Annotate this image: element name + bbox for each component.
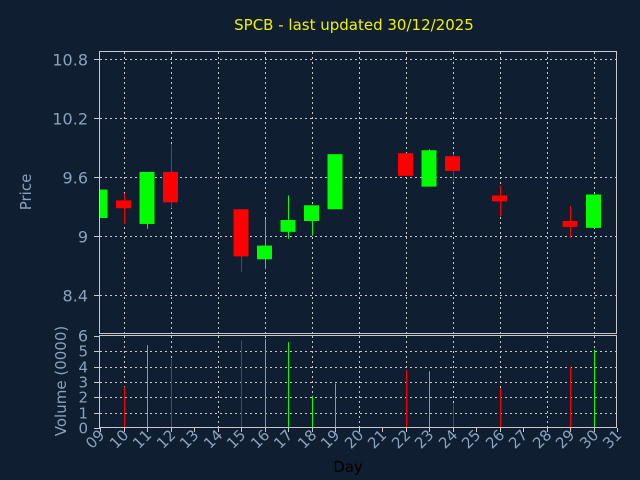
candle-body (139, 171, 155, 224)
candle-body (398, 153, 413, 176)
volume-tick-label: 0 (78, 420, 88, 438)
candle-body (586, 194, 601, 228)
candle-body (163, 171, 178, 203)
volume-axis-label: Volume (0000) (52, 326, 70, 436)
volume-tick-label: 4 (78, 359, 88, 377)
x-axis-label: Day (333, 458, 363, 476)
price-y-axis: 8.4 9 9.6 10.2 10.8 (52, 51, 100, 306)
chart-title: SPCB - last updated 30/12/2025 (234, 16, 474, 34)
price-tick-label: 10.2 (52, 110, 88, 129)
candle-body (100, 189, 108, 219)
volume-tick-label: 5 (78, 343, 88, 361)
candle-body (304, 205, 319, 222)
candle-body (492, 195, 507, 202)
volume-tick-label: 2 (78, 389, 88, 407)
candle-body (233, 209, 249, 257)
candle-body (421, 150, 437, 187)
price-plot-frame (99, 51, 617, 334)
candle-body (116, 200, 131, 209)
price-tick-label: 9 (78, 228, 88, 247)
candle-body (327, 154, 343, 210)
candle-body (562, 221, 578, 227)
price-axis-label: Price (17, 174, 35, 211)
candle-body (257, 245, 272, 260)
price-tick-label: 10.8 (52, 51, 88, 70)
volume-tick-label: 6 (78, 327, 88, 346)
volume-tick-label: 3 (78, 374, 88, 392)
price-grid (100, 52, 617, 334)
price-panel (100, 144, 601, 273)
volume-plot-frame (99, 335, 617, 428)
candle-body (280, 220, 296, 232)
price-tick-label: 9.6 (63, 169, 88, 188)
x-axis: 0910111213141516171819202122232425262728… (82, 426, 625, 452)
volume-panel (124, 339, 595, 428)
price-tick-label: 8.4 (63, 287, 88, 306)
candle-body (445, 156, 460, 171)
volume-tick-label: 1 (78, 405, 88, 423)
